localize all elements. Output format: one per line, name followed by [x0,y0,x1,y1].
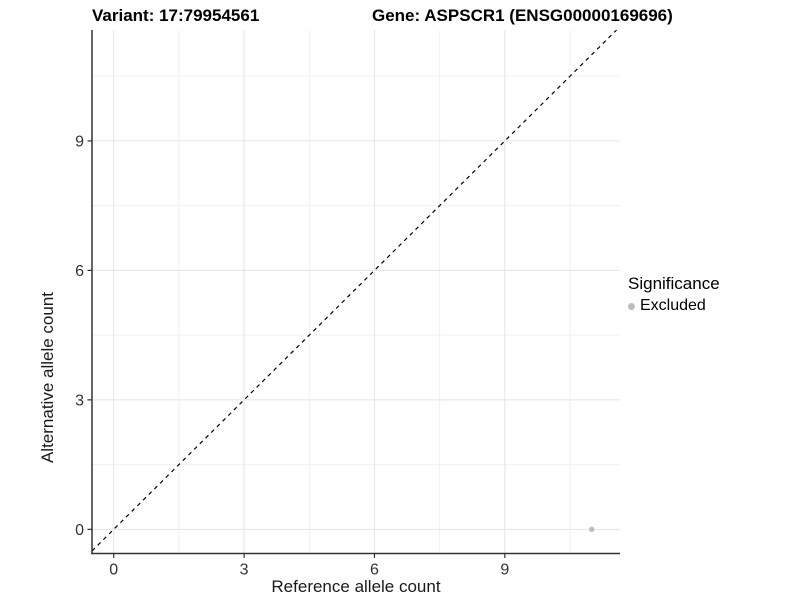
x-tick-label: 3 [240,562,249,579]
y-tick-label: 0 [75,522,84,539]
legend-entry-excluded: Excluded [628,297,720,315]
y-tick-label: 9 [75,133,84,150]
legend-point-icon [628,302,635,310]
data-point [589,526,595,533]
x-tick-label: 6 [370,562,379,579]
x-tick-label: 0 [109,562,118,579]
x-axis-title: Reference allele count [271,577,441,596]
y-tick-label: 3 [75,392,84,409]
x-tick-label: 9 [500,562,509,579]
plot-title-variant: Variant: 17:79954561 [92,6,260,25]
legend: Significance Excluded [628,274,720,315]
legend-entry-label: Excluded [640,297,706,314]
plot-title-gene: Gene: ASPSCR1 (ENSG00000169696) [372,6,673,25]
y-axis-title-text: Alternative allele count [38,291,57,464]
identity-line [91,29,617,552]
y-tick-label: 6 [75,263,84,280]
legend-title: Significance [628,274,720,293]
